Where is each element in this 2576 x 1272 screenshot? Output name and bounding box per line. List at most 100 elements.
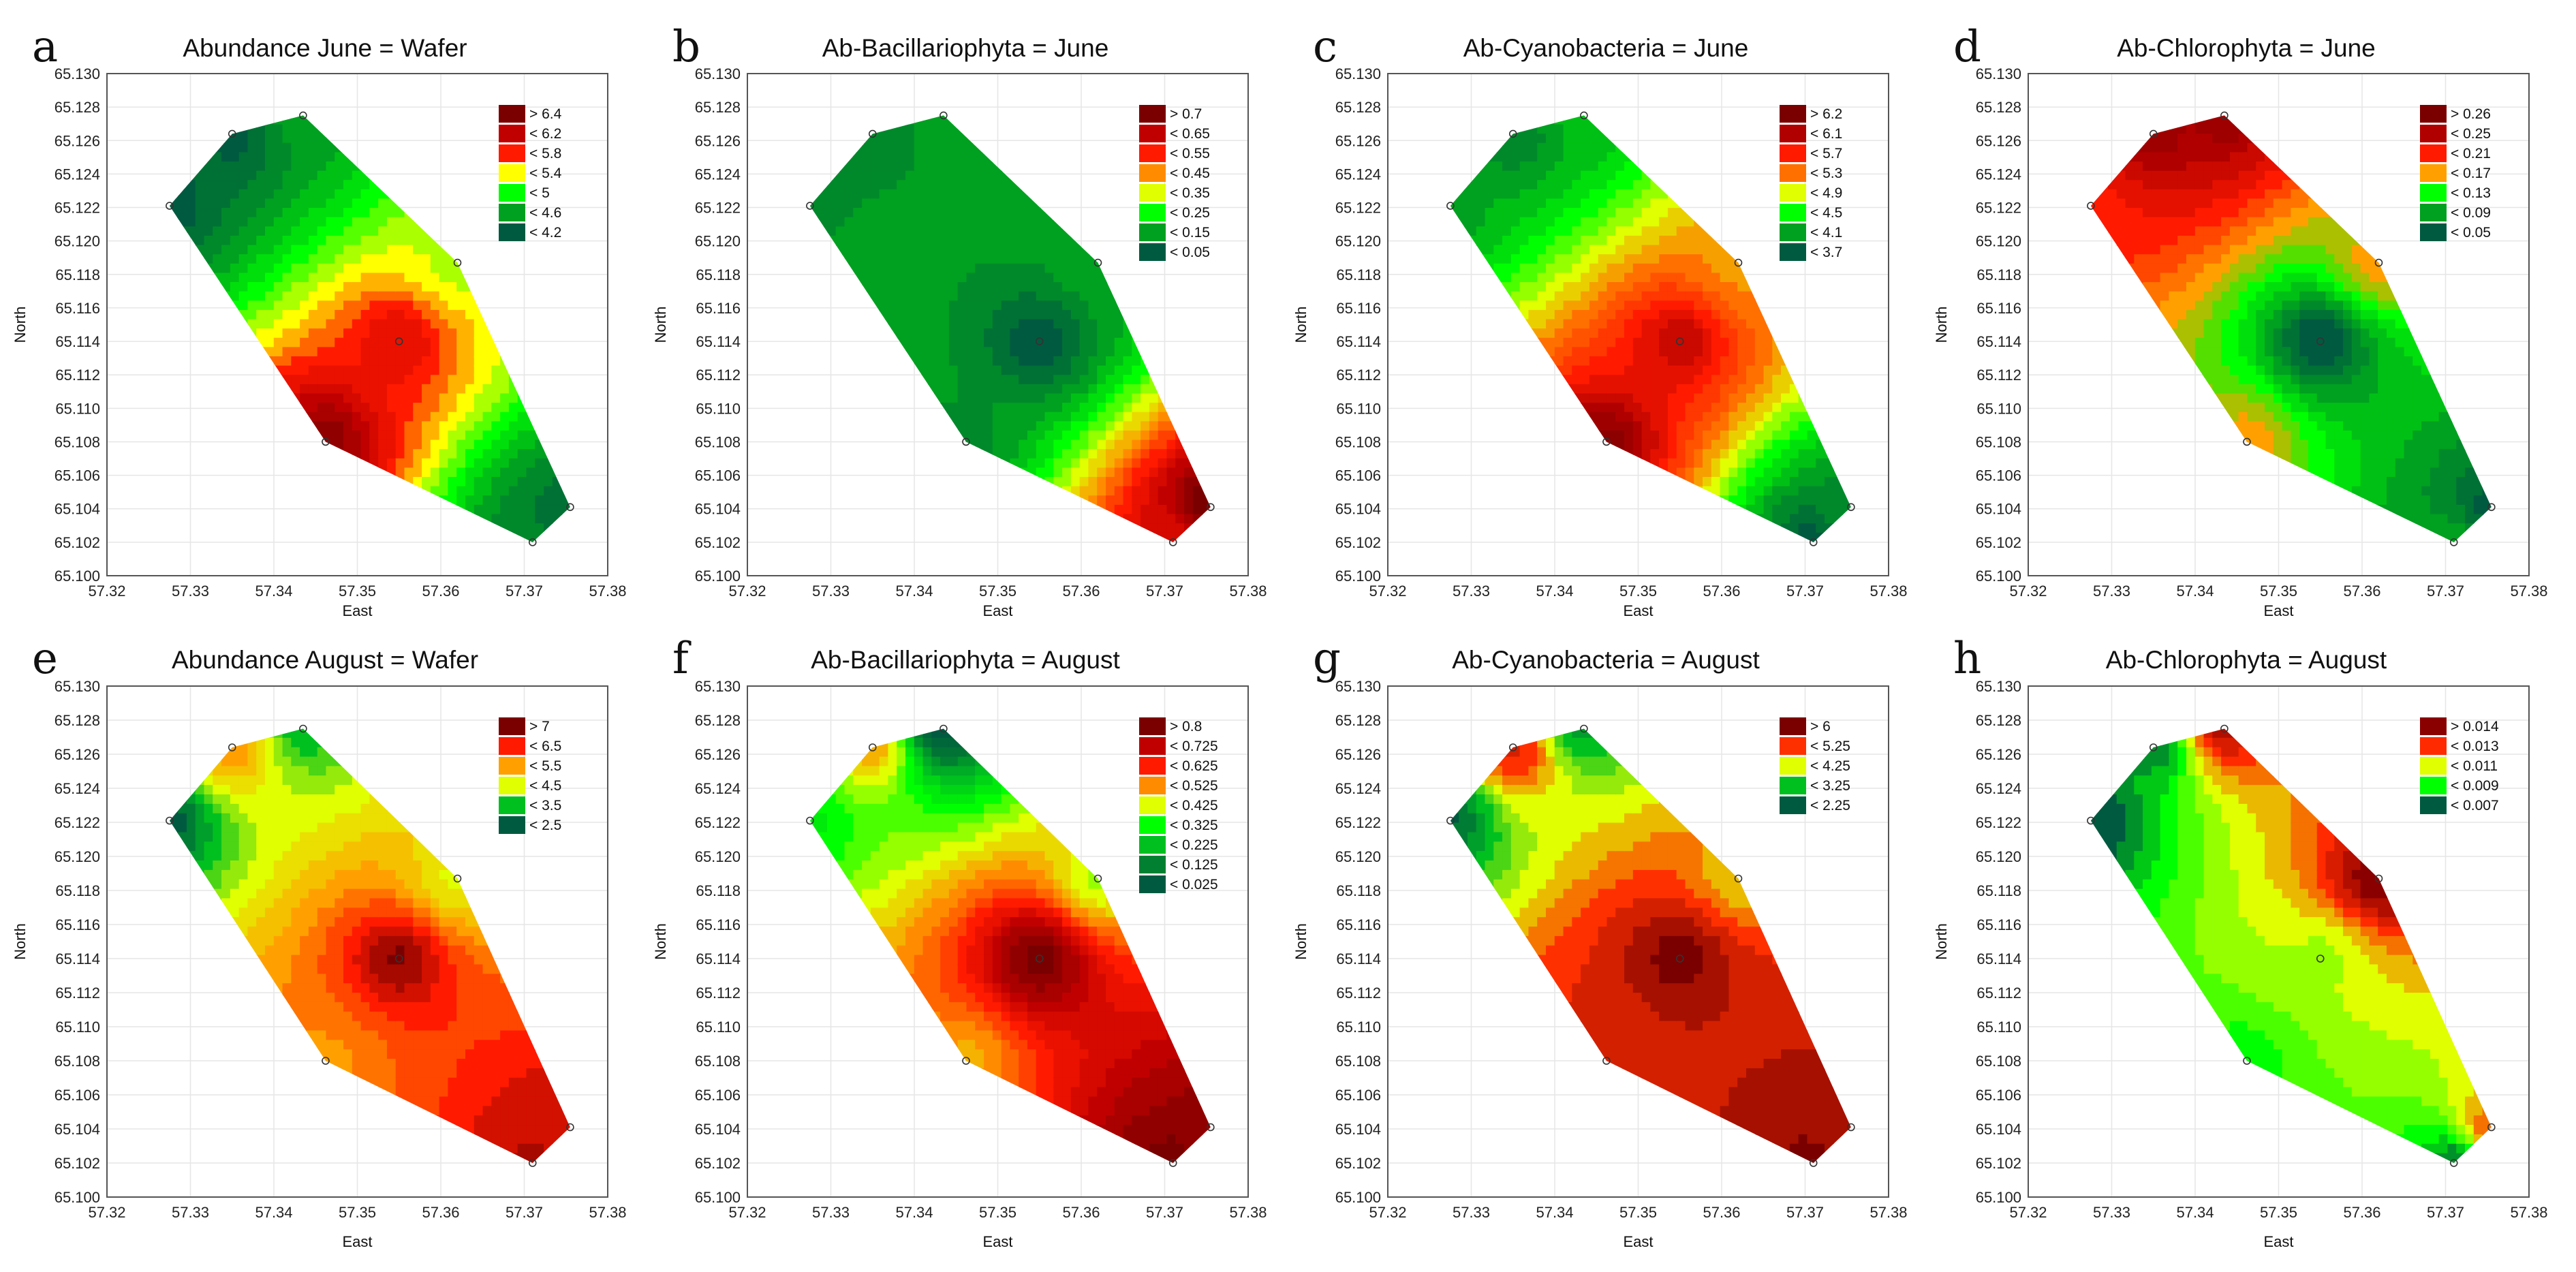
contour-cell xyxy=(439,264,449,274)
contour-cell xyxy=(845,189,854,200)
contour-cell xyxy=(966,264,976,274)
contour-cell xyxy=(431,412,440,422)
contour-cell xyxy=(474,467,484,478)
contour-cell xyxy=(1053,282,1063,292)
contour-cell xyxy=(1511,198,1521,208)
contour-cell xyxy=(1036,226,1046,236)
contour-cell xyxy=(431,292,440,302)
contour-cell xyxy=(1546,134,1555,144)
contour-cell xyxy=(1158,523,1168,533)
contour-cell xyxy=(888,264,897,274)
contour-cell xyxy=(862,189,871,200)
contour-cell xyxy=(1053,347,1063,357)
contour-cell xyxy=(1053,292,1063,302)
contour-cell xyxy=(1115,431,1124,441)
contour-cell xyxy=(369,366,379,376)
contour-cell xyxy=(544,477,553,487)
y-tick-label: 65.114 xyxy=(696,333,741,350)
contour-cell xyxy=(975,217,984,228)
contour-cell xyxy=(853,189,863,200)
contour-cell xyxy=(1511,152,1521,162)
contour-cell xyxy=(914,282,924,292)
contour-cell xyxy=(1080,486,1089,497)
contour-cell xyxy=(949,152,959,162)
contour-cell xyxy=(1010,412,1019,422)
contour-cell xyxy=(1002,236,1011,246)
contour-cell xyxy=(1528,292,1538,302)
contour-cell xyxy=(431,338,440,348)
contour-cell xyxy=(1166,514,1176,525)
contour-cell xyxy=(1485,226,1495,236)
contour-cell xyxy=(1528,171,1538,181)
contour-cell xyxy=(343,393,353,403)
contour-cell xyxy=(1546,226,1555,236)
contour-cell xyxy=(1123,467,1133,478)
contour-cell xyxy=(888,292,897,302)
contour-cell xyxy=(1097,320,1106,330)
contour-cell xyxy=(931,189,941,200)
contour-cell xyxy=(1485,198,1495,208)
contour-cell xyxy=(975,375,984,385)
contour-cell xyxy=(871,171,880,181)
y-tick-label: 65.122 xyxy=(1335,200,1381,217)
contour-cell xyxy=(914,310,924,320)
contour-cell xyxy=(1140,421,1150,431)
y-tick-label: 65.126 xyxy=(1335,132,1381,149)
contour-cell xyxy=(1002,245,1011,255)
contour-cell xyxy=(448,440,457,450)
contour-cell xyxy=(931,338,941,348)
contour-cell xyxy=(888,161,897,172)
contour-cell xyxy=(1106,347,1115,357)
contour-cell xyxy=(526,449,536,459)
contour-cell xyxy=(1071,477,1081,487)
contour-cell xyxy=(317,310,327,320)
contour-cell xyxy=(888,300,897,311)
contour-cell xyxy=(940,125,950,135)
contour-cell xyxy=(1027,217,1037,228)
contour-cell xyxy=(1537,254,1547,264)
contour-cell xyxy=(448,320,457,330)
contour-cell xyxy=(931,254,941,264)
legend-swatch xyxy=(499,204,525,221)
contour-cell xyxy=(958,393,967,403)
contour-cell xyxy=(247,292,257,302)
contour-cell xyxy=(335,226,344,236)
contour-cell xyxy=(553,486,562,497)
contour-cell xyxy=(1502,254,1512,264)
contour-cell xyxy=(966,236,976,246)
contour-cell xyxy=(1106,366,1115,376)
contour-cell xyxy=(1027,421,1037,431)
contour-cell xyxy=(1080,449,1089,459)
contour-cell xyxy=(274,198,283,208)
contour-cell xyxy=(845,245,854,255)
contour-cell xyxy=(940,134,950,144)
contour-cell xyxy=(1062,310,1072,320)
contour-cell xyxy=(1080,282,1089,292)
contour-cell xyxy=(914,226,924,236)
contour-cell xyxy=(862,208,871,218)
contour-cell xyxy=(431,421,440,431)
contour-cell xyxy=(187,208,196,218)
contour-cell xyxy=(518,523,527,533)
contour-cell xyxy=(1520,189,1530,200)
contour-cell xyxy=(256,320,266,330)
contour-cell xyxy=(343,254,353,264)
contour-cell xyxy=(413,273,422,283)
contour-cell xyxy=(274,347,283,357)
contour-cell xyxy=(1115,356,1124,367)
contour-cell xyxy=(1115,505,1124,515)
contour-cell xyxy=(1166,440,1176,450)
contour-cell xyxy=(845,180,854,190)
contour-cell xyxy=(274,320,283,330)
contour-cell xyxy=(326,300,335,311)
contour-cell xyxy=(369,226,379,236)
contour-cell xyxy=(378,449,388,459)
contour-cell xyxy=(343,226,353,236)
contour-cell xyxy=(1071,254,1081,264)
contour-cell xyxy=(283,208,292,218)
contour-cell xyxy=(378,292,388,302)
contour-cell xyxy=(949,273,959,283)
contour-cell xyxy=(239,264,249,274)
contour-cell xyxy=(1106,449,1115,459)
contour-cell xyxy=(862,264,871,274)
